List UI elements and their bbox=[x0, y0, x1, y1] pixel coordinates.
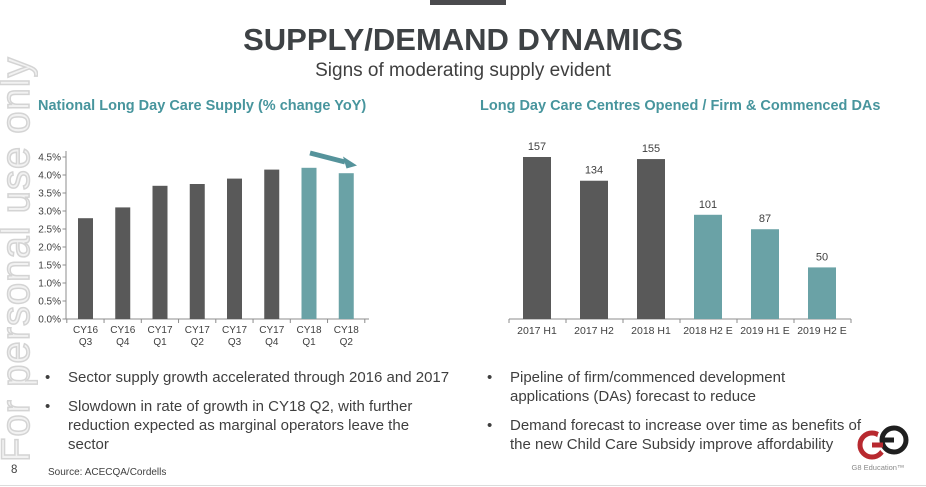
bullet-item: • Sector supply growth accelerated throu… bbox=[38, 368, 450, 387]
bullet-marker: • bbox=[45, 398, 51, 416]
left-bullet-list: • Sector supply growth accelerated throu… bbox=[38, 368, 450, 464]
category-label: CY16 Q3 bbox=[73, 325, 98, 348]
bar-2017-H1 bbox=[523, 157, 551, 319]
value-label: 134 bbox=[585, 165, 603, 177]
bullet-marker: • bbox=[487, 417, 493, 435]
logo-caption: G8 Education™ bbox=[851, 463, 905, 472]
bullet-marker: • bbox=[45, 369, 51, 386]
value-label: 101 bbox=[699, 199, 717, 211]
bullet-text: Demand forecast to increase over time as… bbox=[510, 417, 862, 454]
bullet-text: Sector supply growth accelerated through… bbox=[68, 369, 450, 386]
source-note: Source: ACECQA/Cordells bbox=[48, 467, 167, 478]
bar-CY16-Q3 bbox=[78, 218, 93, 319]
bar-2017-H2 bbox=[580, 180, 608, 319]
left-chart-heading: National Long Day Care Supply (% change … bbox=[38, 98, 367, 114]
category-label: 2019 H1 E bbox=[740, 325, 790, 337]
y-tick-label: 1.5% bbox=[38, 261, 61, 272]
bar-CY17-Q1 bbox=[152, 185, 168, 319]
y-tick-label: 0.0% bbox=[38, 315, 61, 326]
category-label: 2018 H2 E bbox=[683, 325, 733, 337]
slide-subtitle: Signs of moderating supply evident bbox=[315, 60, 611, 81]
category-label: 2017 H1 bbox=[517, 325, 557, 337]
category-label: 2017 H2 bbox=[574, 325, 614, 337]
bar-CY18-Q1 bbox=[301, 167, 317, 319]
category-label: CY18 Q2 bbox=[334, 325, 359, 348]
bar-CY17-Q2 bbox=[189, 184, 205, 319]
centres-bar-chart: 157 2017 H1 134 2017 H2 155 2018 H1 101 2018 H2… bbox=[508, 141, 852, 337]
bullet-item: • Slowdown in rate of growth in CY18 Q2,… bbox=[38, 397, 450, 454]
footer-divider bbox=[0, 485, 926, 486]
category-label: CY18 Q1 bbox=[296, 325, 321, 348]
bar-2019-H2-E bbox=[808, 267, 836, 319]
category-label: 2018 H1 bbox=[631, 325, 671, 337]
bar-CY17-Q3 bbox=[227, 178, 242, 319]
bar-CY17-Q4 bbox=[264, 169, 280, 319]
bullet-item: • Demand forecast to increase over time … bbox=[480, 416, 900, 454]
category-label: CY17 Q3 bbox=[222, 325, 247, 348]
g8-education-logo-icon bbox=[857, 423, 911, 460]
right-bullet-list: • Pipeline of firm/commenced development… bbox=[480, 368, 900, 464]
trend-arrow-head bbox=[343, 156, 357, 169]
value-label: 87 bbox=[759, 213, 771, 225]
y-tick-label: 2.0% bbox=[38, 243, 61, 254]
y-tick-label: 2.5% bbox=[38, 225, 61, 236]
value-label: 157 bbox=[528, 141, 546, 153]
y-tick-label: 3.5% bbox=[38, 189, 61, 200]
asx-watermark: For personal use only bbox=[0, 56, 39, 463]
bullet-item: • Pipeline of firm/commenced development… bbox=[480, 368, 900, 406]
bar-2018-H2-E bbox=[694, 214, 722, 319]
bar-CY16-Q4 bbox=[115, 207, 131, 319]
bullet-marker: • bbox=[487, 369, 493, 386]
y-tick-label: 3.0% bbox=[38, 207, 61, 218]
value-label: 50 bbox=[816, 251, 828, 263]
supply-bar-chart: 0.0% 0.5% 1.0% 1.5% 2.0% 2.5% 3.0% 3.5% 4.0% 4.5%… bbox=[38, 150, 369, 348]
bar-2018-H1 bbox=[637, 159, 665, 319]
trend-arrow-shaft bbox=[309, 150, 346, 165]
category-label: CY17 Q1 bbox=[147, 325, 172, 348]
value-label: 155 bbox=[642, 143, 660, 155]
y-tick-label: 0.5% bbox=[38, 297, 61, 308]
bar-2019-H1-E bbox=[751, 229, 779, 319]
bullet-text: Slowdown in rate of growth in CY18 Q2, w… bbox=[68, 398, 413, 454]
page-number: 8 bbox=[11, 464, 18, 476]
category-label: CY16 Q4 bbox=[110, 325, 135, 348]
bar-CY18-Q2 bbox=[338, 173, 354, 319]
category-label: CY17 Q2 bbox=[185, 325, 210, 348]
slide-title: SUPPLY/DEMAND DYNAMICS bbox=[243, 22, 683, 57]
bullet-text: Pipeline of firm/commenced development a… bbox=[510, 369, 786, 406]
category-label: 2019 H2 E bbox=[797, 325, 847, 337]
category-label: CY17 Q4 bbox=[259, 325, 284, 348]
right-chart-heading: Long Day Care Centres Opened / Firm & Co… bbox=[480, 98, 881, 114]
y-tick-label: 4.5% bbox=[38, 153, 61, 164]
top-accent-bar bbox=[430, 0, 506, 5]
y-tick-label: 4.0% bbox=[38, 171, 61, 182]
y-tick-label: 1.0% bbox=[38, 279, 61, 290]
